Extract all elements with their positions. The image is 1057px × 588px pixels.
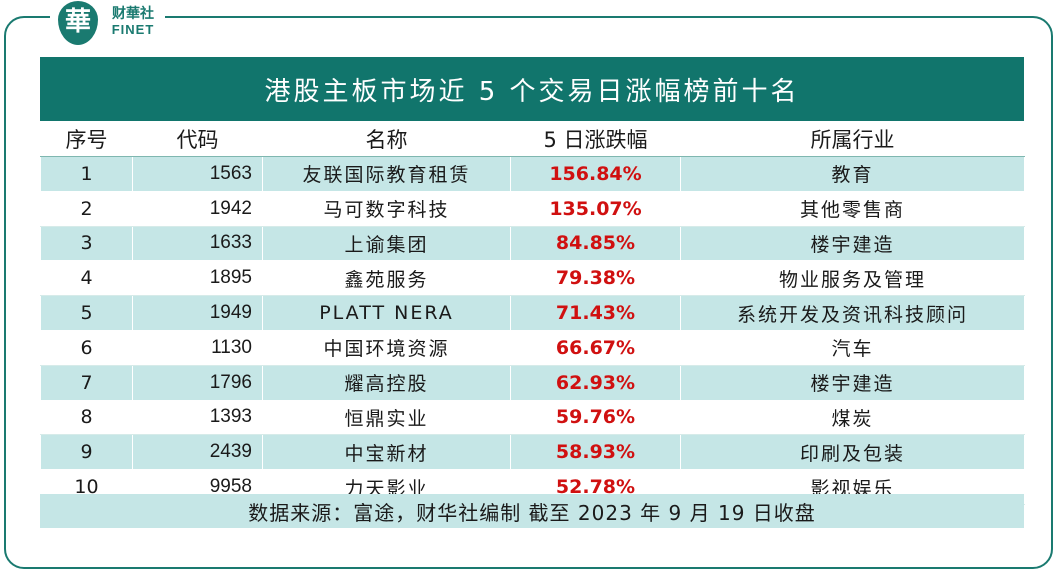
header-industry: 所属行业 — [680, 121, 1025, 157]
table-row: 2 1942 马可数字科技 135.07% 其他零售商 — [40, 190, 1025, 227]
header-rank: 序号 — [40, 121, 133, 157]
ranking-table: 序号 代码 名称 5 日涨跌幅 所属行业 1 1563 友联国际教育租赁 156.84… — [40, 121, 1025, 505]
rank-cell: 2 — [40, 190, 133, 227]
industry-cell: 楼宇建造 — [680, 364, 1025, 401]
change-cell: 58.93% — [510, 434, 681, 471]
brand-name-en: FINET — [111, 22, 155, 37]
table-row: 4 1895 鑫苑服务 79.38% 物业服务及管理 — [40, 260, 1025, 297]
table-row: 9 2439 中宝新材 58.93% 印刷及包装 — [40, 434, 1025, 471]
name-cell: 马可数字科技 — [262, 190, 511, 227]
rank-cell: 1 — [40, 156, 133, 192]
change-cell: 71.43% — [510, 295, 681, 331]
source-note: 数据来源：富途，财华社编制 截至 2023 年 9 月 19 日收盘 — [40, 494, 1024, 528]
table-title: 港股主板市场近 5 个交易日涨幅榜前十名 — [40, 57, 1024, 121]
industry-cell: 教育 — [680, 156, 1025, 192]
code-cell: 2439 — [132, 434, 263, 471]
name-cell: 上谕集团 — [262, 225, 511, 262]
header-change: 5 日涨跌幅 — [510, 121, 681, 157]
name-cell: 鑫苑服务 — [262, 260, 511, 297]
code-cell: 1130 — [132, 329, 263, 366]
industry-cell: 汽车 — [680, 329, 1025, 366]
change-cell: 84.85% — [510, 225, 681, 262]
industry-cell: 物业服务及管理 — [680, 260, 1025, 297]
change-cell: 59.76% — [510, 399, 681, 436]
table-row: 1 1563 友联国际教育租赁 156.84% 教育 — [40, 156, 1025, 192]
content-frame — [4, 16, 1053, 569]
code-cell: 1949 — [132, 295, 263, 331]
code-cell: 1796 — [132, 364, 263, 401]
change-cell: 156.84% — [510, 156, 681, 192]
header-name: 名称 — [262, 121, 511, 157]
industry-cell: 系统开发及资讯科技顾问 — [680, 295, 1025, 331]
change-cell: 66.67% — [510, 329, 681, 366]
code-cell: 1942 — [132, 190, 263, 227]
change-cell: 79.38% — [510, 260, 681, 297]
rank-cell: 6 — [40, 329, 133, 366]
table-row: 6 1130 中国环境资源 66.67% 汽车 — [40, 329, 1025, 366]
rank-cell: 3 — [40, 225, 133, 262]
name-cell: 中国环境资源 — [262, 329, 511, 366]
header-code: 代码 — [132, 121, 263, 157]
finet-logo-icon: 華 — [58, 1, 98, 45]
industry-cell: 楼宇建造 — [680, 225, 1025, 262]
table-row: 7 1796 耀高控股 62.93% 楼宇建造 — [40, 364, 1025, 401]
change-cell: 135.07% — [510, 190, 681, 227]
table-row: 5 1949 PLATT NERA 71.43% 系统开发及资讯科技顾问 — [40, 295, 1025, 331]
rank-cell: 8 — [40, 399, 133, 436]
industry-cell: 其他零售商 — [680, 190, 1025, 227]
name-cell: PLATT NERA — [262, 295, 511, 331]
rank-cell: 5 — [40, 295, 133, 331]
industry-cell: 印刷及包装 — [680, 434, 1025, 471]
name-cell: 耀高控股 — [262, 364, 511, 401]
code-cell: 1633 — [132, 225, 263, 262]
table-row: 8 1393 恒鼎实业 59.76% 煤炭 — [40, 399, 1025, 436]
name-cell: 中宝新材 — [262, 434, 511, 471]
name-cell: 恒鼎实业 — [262, 399, 511, 436]
name-cell: 友联国际教育租赁 — [262, 156, 511, 192]
table-header-row: 序号 代码 名称 5 日涨跌幅 所属行业 — [40, 121, 1025, 157]
change-cell: 62.93% — [510, 364, 681, 401]
industry-cell: 煤炭 — [680, 399, 1025, 436]
table-row: 3 1633 上谕集团 84.85% 楼宇建造 — [40, 225, 1025, 262]
rank-cell: 7 — [40, 364, 133, 401]
code-cell: 1895 — [132, 260, 263, 297]
rank-cell: 9 — [40, 434, 133, 471]
brand-name-cn: 财華社 — [112, 6, 154, 22]
rank-cell: 4 — [40, 260, 133, 297]
code-cell: 1393 — [132, 399, 263, 436]
code-cell: 1563 — [132, 156, 263, 192]
